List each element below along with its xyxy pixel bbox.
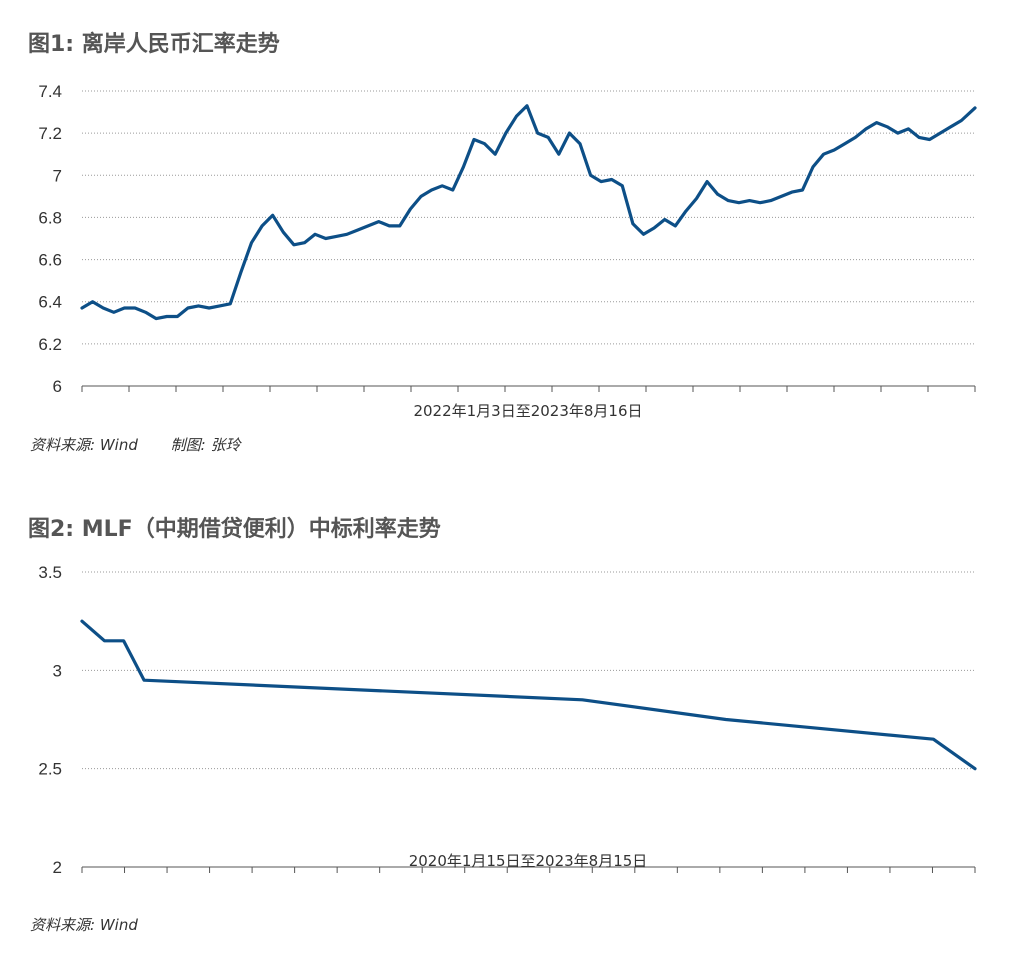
chart1-author-text: 制图: 张玲 xyxy=(170,436,241,454)
chart1-y-tick-label: 6.8 xyxy=(38,208,62,227)
chart1-y-tick-label: 7.4 xyxy=(38,82,62,101)
chart1-series-line xyxy=(80,104,977,321)
chart2-x-axis-label: 2020年1月15日至2023年8月15日 xyxy=(409,852,648,870)
chart1-y-tick-label: 6.6 xyxy=(38,251,62,270)
chart2-source-text: 资料来源: Wind xyxy=(30,916,138,934)
chart2-source: 资料来源: Wind xyxy=(30,914,138,935)
chart1-y-tick-labels: 6 6.2 6.4 6.6 6.8 7 7.2 7.4 xyxy=(38,82,62,396)
chart2-y-tick-label: 2.5 xyxy=(38,760,62,779)
chart2-plot: 2 2.5 3 3.5 2020年1月15日至2023年8月15日 xyxy=(38,563,977,877)
chart1-y-tick-label: 6 xyxy=(53,377,62,396)
chart2-y-tick-label: 3 xyxy=(53,661,62,680)
chart2-y-tick-label: 2 xyxy=(53,858,62,877)
chart2-title: 图2: MLF（中期借贷便利）中标利率走势 xyxy=(28,517,441,542)
chart2-gridlines xyxy=(82,571,975,770)
chart1-x-ticks xyxy=(81,386,976,392)
chart1-source: 资料来源: Wind 制图: 张玲 xyxy=(30,434,240,455)
chart1-y-tick-label: 7 xyxy=(53,166,62,185)
chart1-gridlines xyxy=(82,90,975,345)
chart2-y-tick-label: 3.5 xyxy=(38,563,62,582)
chart1-source-text: 资料来源: Wind xyxy=(30,436,138,454)
chart1-plot: 6 6.2 6.4 6.6 6.8 7 7.2 7.4 2022年1月3日至2023年8月16… xyxy=(38,82,977,420)
chart2-series-line xyxy=(80,619,977,771)
chart1-title: 图1: 离岸人民币汇率走势 xyxy=(28,32,280,57)
chart1-y-tick-label: 6.2 xyxy=(38,335,62,354)
chart1-y-tick-label: 6.4 xyxy=(38,293,62,312)
chart2-y-tick-labels: 2 2.5 3 3.5 xyxy=(38,563,62,877)
chart2-x-ticks xyxy=(81,867,976,873)
chart1-x-axis-label: 2022年1月3日至2023年8月16日 xyxy=(413,402,642,420)
chart1-y-tick-label: 7.2 xyxy=(38,124,62,143)
